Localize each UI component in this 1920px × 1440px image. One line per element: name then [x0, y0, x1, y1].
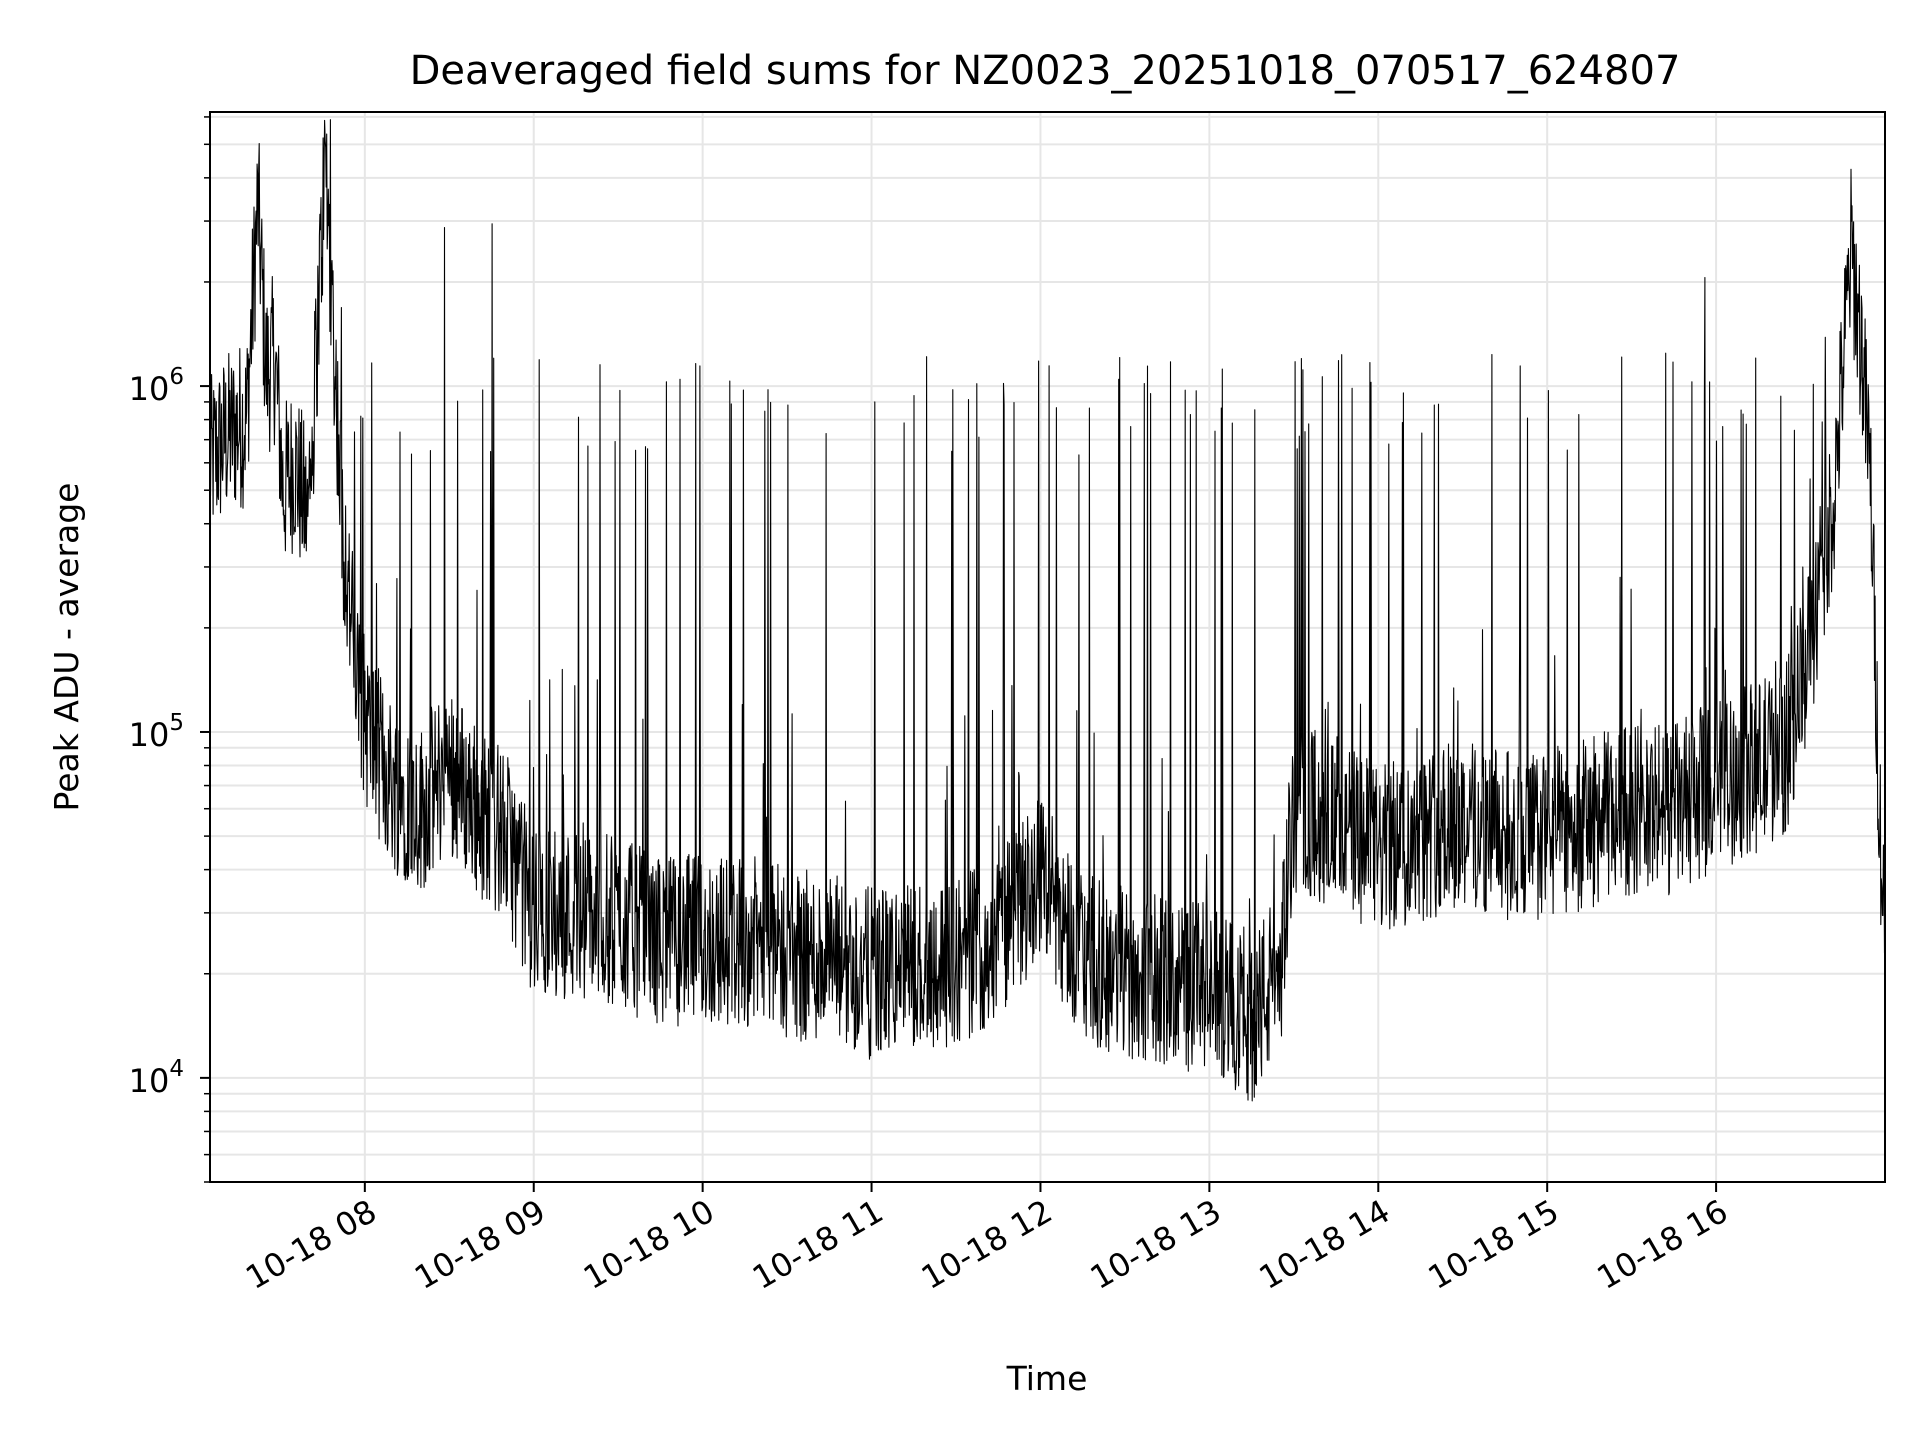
plot-frame	[209, 111, 1886, 1183]
series-layer	[209, 119, 1886, 1102]
chart-title: Deaveraged field sums for NZ0023_2025101…	[410, 48, 1681, 94]
x-axis-label: Time	[1006, 1359, 1088, 1398]
y-tick-label: 104	[129, 1056, 184, 1100]
series-line	[209, 119, 1886, 1102]
y-tick-label: 105	[129, 710, 184, 754]
y-axis-label: Peak ADU - average	[47, 483, 86, 812]
y-tick-label: 106	[129, 364, 184, 408]
